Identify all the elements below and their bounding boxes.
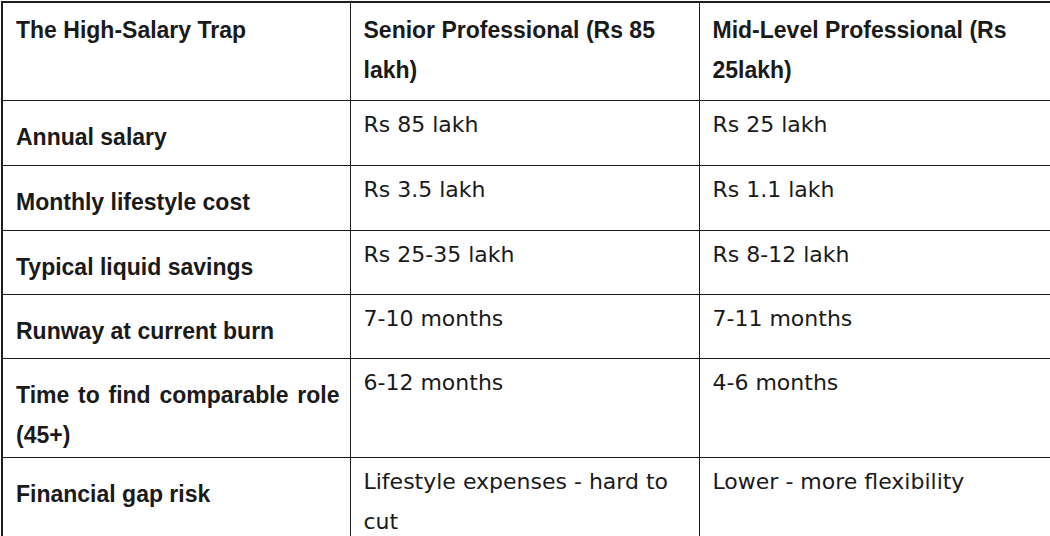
- high-salary-trap-table: The High-Salary Trap Senior Professional…: [1, 1, 1050, 536]
- table-row-monthly-lifestyle-cost: Monthly lifestyle cost Rs 3.5 lakh Rs 1.…: [2, 165, 1050, 230]
- table-row-typical-liquid-savings: Typical liquid savings Rs 25-35 lakh Rs …: [2, 230, 1050, 294]
- midlevel-value-cell: Rs 25 lakh: [699, 100, 1050, 165]
- row-label-cell: Annual salary: [2, 100, 350, 165]
- midlevel-value-cell: 4-6 months: [699, 358, 1050, 457]
- row-label-cell: Financial gap risk: [2, 457, 350, 536]
- table-header-row: The High-Salary Trap Senior Professional…: [2, 2, 1050, 100]
- row-label-cell: Monthly lifestyle cost: [2, 165, 350, 230]
- table-row-time-to-find-comparable-role: Time to find comparable role (45+) 6-12 …: [2, 358, 1050, 457]
- table-row-financial-gap-risk: Financial gap risk Lifestyle expenses - …: [2, 457, 1050, 536]
- table-row-runway-at-current-burn: Runway at current burn 7-10 months 7-11 …: [2, 294, 1050, 358]
- header-cell-midlevel-professional: Mid-Level Professional (Rs 25lakh): [699, 2, 1050, 100]
- senior-value-cell: Rs 85 lakh: [350, 100, 699, 165]
- midlevel-value-cell: Rs 8-12 lakh: [699, 230, 1050, 294]
- header-cell-trap: The High-Salary Trap: [2, 2, 350, 100]
- row-label-cell: Typical liquid savings: [2, 230, 350, 294]
- senior-value-cell: Rs 3.5 lakh: [350, 165, 699, 230]
- midlevel-value-cell: Lower - more flexibility: [699, 457, 1050, 536]
- senior-value-cell: 7-10 months: [350, 294, 699, 358]
- header-cell-senior-professional: Senior Professional (Rs 85 lakh): [350, 2, 699, 100]
- senior-value-cell: Lifestyle expenses - hard to cut: [350, 457, 699, 536]
- midlevel-value-cell: 7-11 months: [699, 294, 1050, 358]
- senior-value-cell: Rs 25-35 lakh: [350, 230, 699, 294]
- senior-value-cell: 6-12 months: [350, 358, 699, 457]
- high-salary-trap-table-wrap: The High-Salary Trap Senior Professional…: [0, 1, 1050, 536]
- row-label-cell: Time to find comparable role (45+): [2, 358, 350, 457]
- table-row-annual-salary: Annual salary Rs 85 lakh Rs 25 lakh: [2, 100, 1050, 165]
- row-label-cell: Runway at current burn: [2, 294, 350, 358]
- midlevel-value-cell: Rs 1.1 lakh: [699, 165, 1050, 230]
